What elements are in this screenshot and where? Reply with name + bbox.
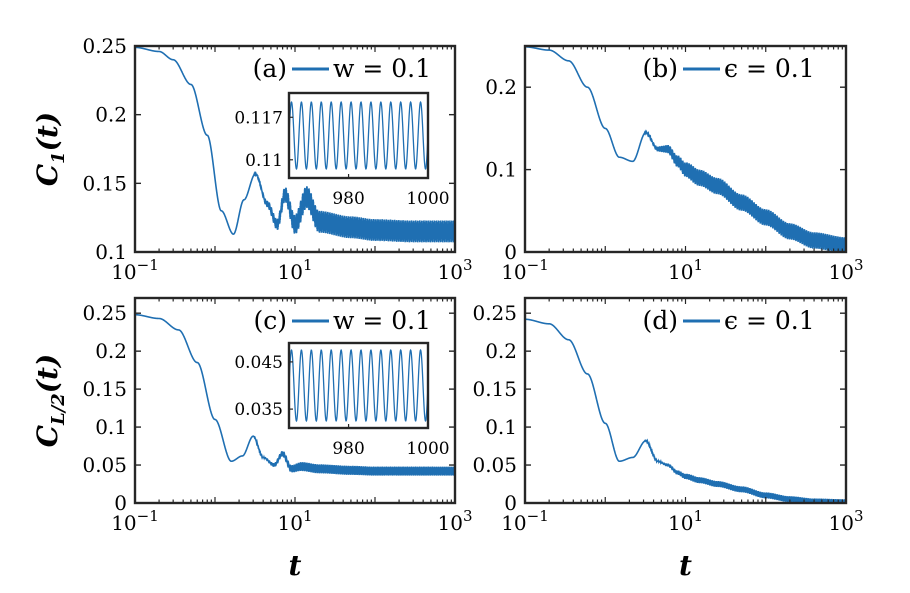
- inset-a: 0.11 0.117 980 1000: [234, 91, 450, 209]
- xtick-label-b-1: 101: [668, 256, 703, 284]
- panel-label-b: (b): [642, 54, 678, 83]
- xtick-label-a-1: 101: [278, 256, 313, 284]
- ytick-label-c-5: 0.25: [82, 301, 127, 325]
- xtick-label-b-0: 10−1: [501, 256, 549, 284]
- series-line-d: [525, 318, 846, 503]
- xtick-label-c-0: 10−1: [111, 507, 159, 535]
- ytick-label-d-0: 0: [504, 491, 517, 515]
- ytick-label-c-3: 0.15: [82, 377, 127, 401]
- ytick-label-b-0: 0: [504, 240, 517, 264]
- series-line-a: [135, 46, 455, 243]
- ytick-label-d-5: 0.25: [472, 301, 517, 325]
- xtick-label-d-2: 103: [829, 507, 864, 535]
- panel-c: 0 0.05 0.1 0.15 0.2 0.25 10−1 101 103 w = 0.1 (c) C…: [31, 296, 473, 582]
- panel-d: 0 0.05 0.1 0.15 0.2 0.25 10−1 101 103 ϵ = 0.1 (d) t: [472, 296, 864, 582]
- xtick-label-d-0: 10−1: [501, 507, 549, 535]
- inset-ytick-label-a-1: 0.117: [234, 108, 283, 128]
- legend-label-b: ϵ = 0.1: [724, 54, 815, 83]
- xtick-label-c-1: 101: [278, 507, 313, 535]
- xtick-label-a-0: 10−1: [111, 256, 159, 284]
- ytick-label-d-3: 0.15: [472, 377, 517, 401]
- legend-label-d: ϵ = 0.1: [724, 306, 815, 335]
- inset-xtick-label-a-0: 980: [332, 189, 364, 209]
- xlabel-c: t: [289, 549, 302, 582]
- ytick-label-c-4: 0.2: [95, 339, 127, 363]
- series-line-b: [525, 46, 846, 252]
- inset-xtick-label-a-1: 1000: [406, 189, 449, 209]
- series-line-c: [135, 313, 455, 476]
- xtick-label-a-2: 103: [438, 256, 473, 284]
- ytick-label-b-1: 0.1: [485, 158, 517, 182]
- ytick-label-b-2: 0.2: [485, 75, 517, 99]
- ytick-label-a-2: 0.2: [95, 103, 127, 127]
- ytick-label-d-4: 0.2: [485, 339, 517, 363]
- inset-box-c: [287, 341, 430, 430]
- ytick-label-c-2: 0.1: [95, 415, 127, 439]
- xtick-label-c-2: 103: [438, 507, 473, 535]
- inset-line-a: [288, 100, 429, 171]
- ylabel-c: CL/2(t): [31, 354, 69, 448]
- ytick-label-d-1: 0.05: [472, 453, 517, 477]
- ytick-label-c-1: 0.05: [82, 453, 127, 477]
- inset-line-c: [288, 348, 429, 423]
- ylabel-a: C1(t): [31, 112, 69, 186]
- inset-xtick-label-c-0: 980: [332, 439, 364, 459]
- inset-ytick-label-c-0: 0.035: [234, 400, 283, 420]
- ytick-label-a-1: 0.15: [82, 171, 127, 195]
- ytick-label-c-0: 0: [114, 491, 127, 515]
- xtick-label-d-1: 101: [668, 507, 703, 535]
- inset-c: 0.035 0.045 980 1000: [234, 341, 450, 459]
- xlabel-d: t: [679, 549, 692, 582]
- inset-ytick-label-a-0: 0.11: [245, 151, 283, 171]
- panel-label-d: (d): [642, 306, 678, 335]
- panel-label-a: (a): [253, 54, 287, 83]
- xtick-label-b-2: 103: [829, 256, 864, 284]
- panel-label-c: (c): [253, 306, 287, 335]
- panel-b: 0 0.1 0.2 10−1 101 103 ϵ = 0.1 (b): [485, 44, 864, 284]
- legend-label-c: w = 0.1: [333, 306, 431, 335]
- ytick-label-d-2: 0.1: [485, 415, 517, 439]
- legend-label-a: w = 0.1: [333, 54, 431, 83]
- inset-xtick-label-c-1: 1000: [406, 439, 449, 459]
- ytick-label-a-3: 0.25: [82, 34, 127, 58]
- ytick-label-a-0: 0.1: [95, 240, 127, 264]
- panel-a: 0.1 0.15 0.2 0.25 10−1 101 103 w = 0.1 (a) C1(t) 0…: [31, 34, 473, 284]
- inset-ytick-label-c-1: 0.045: [234, 353, 283, 373]
- inset-box-a: [287, 91, 430, 180]
